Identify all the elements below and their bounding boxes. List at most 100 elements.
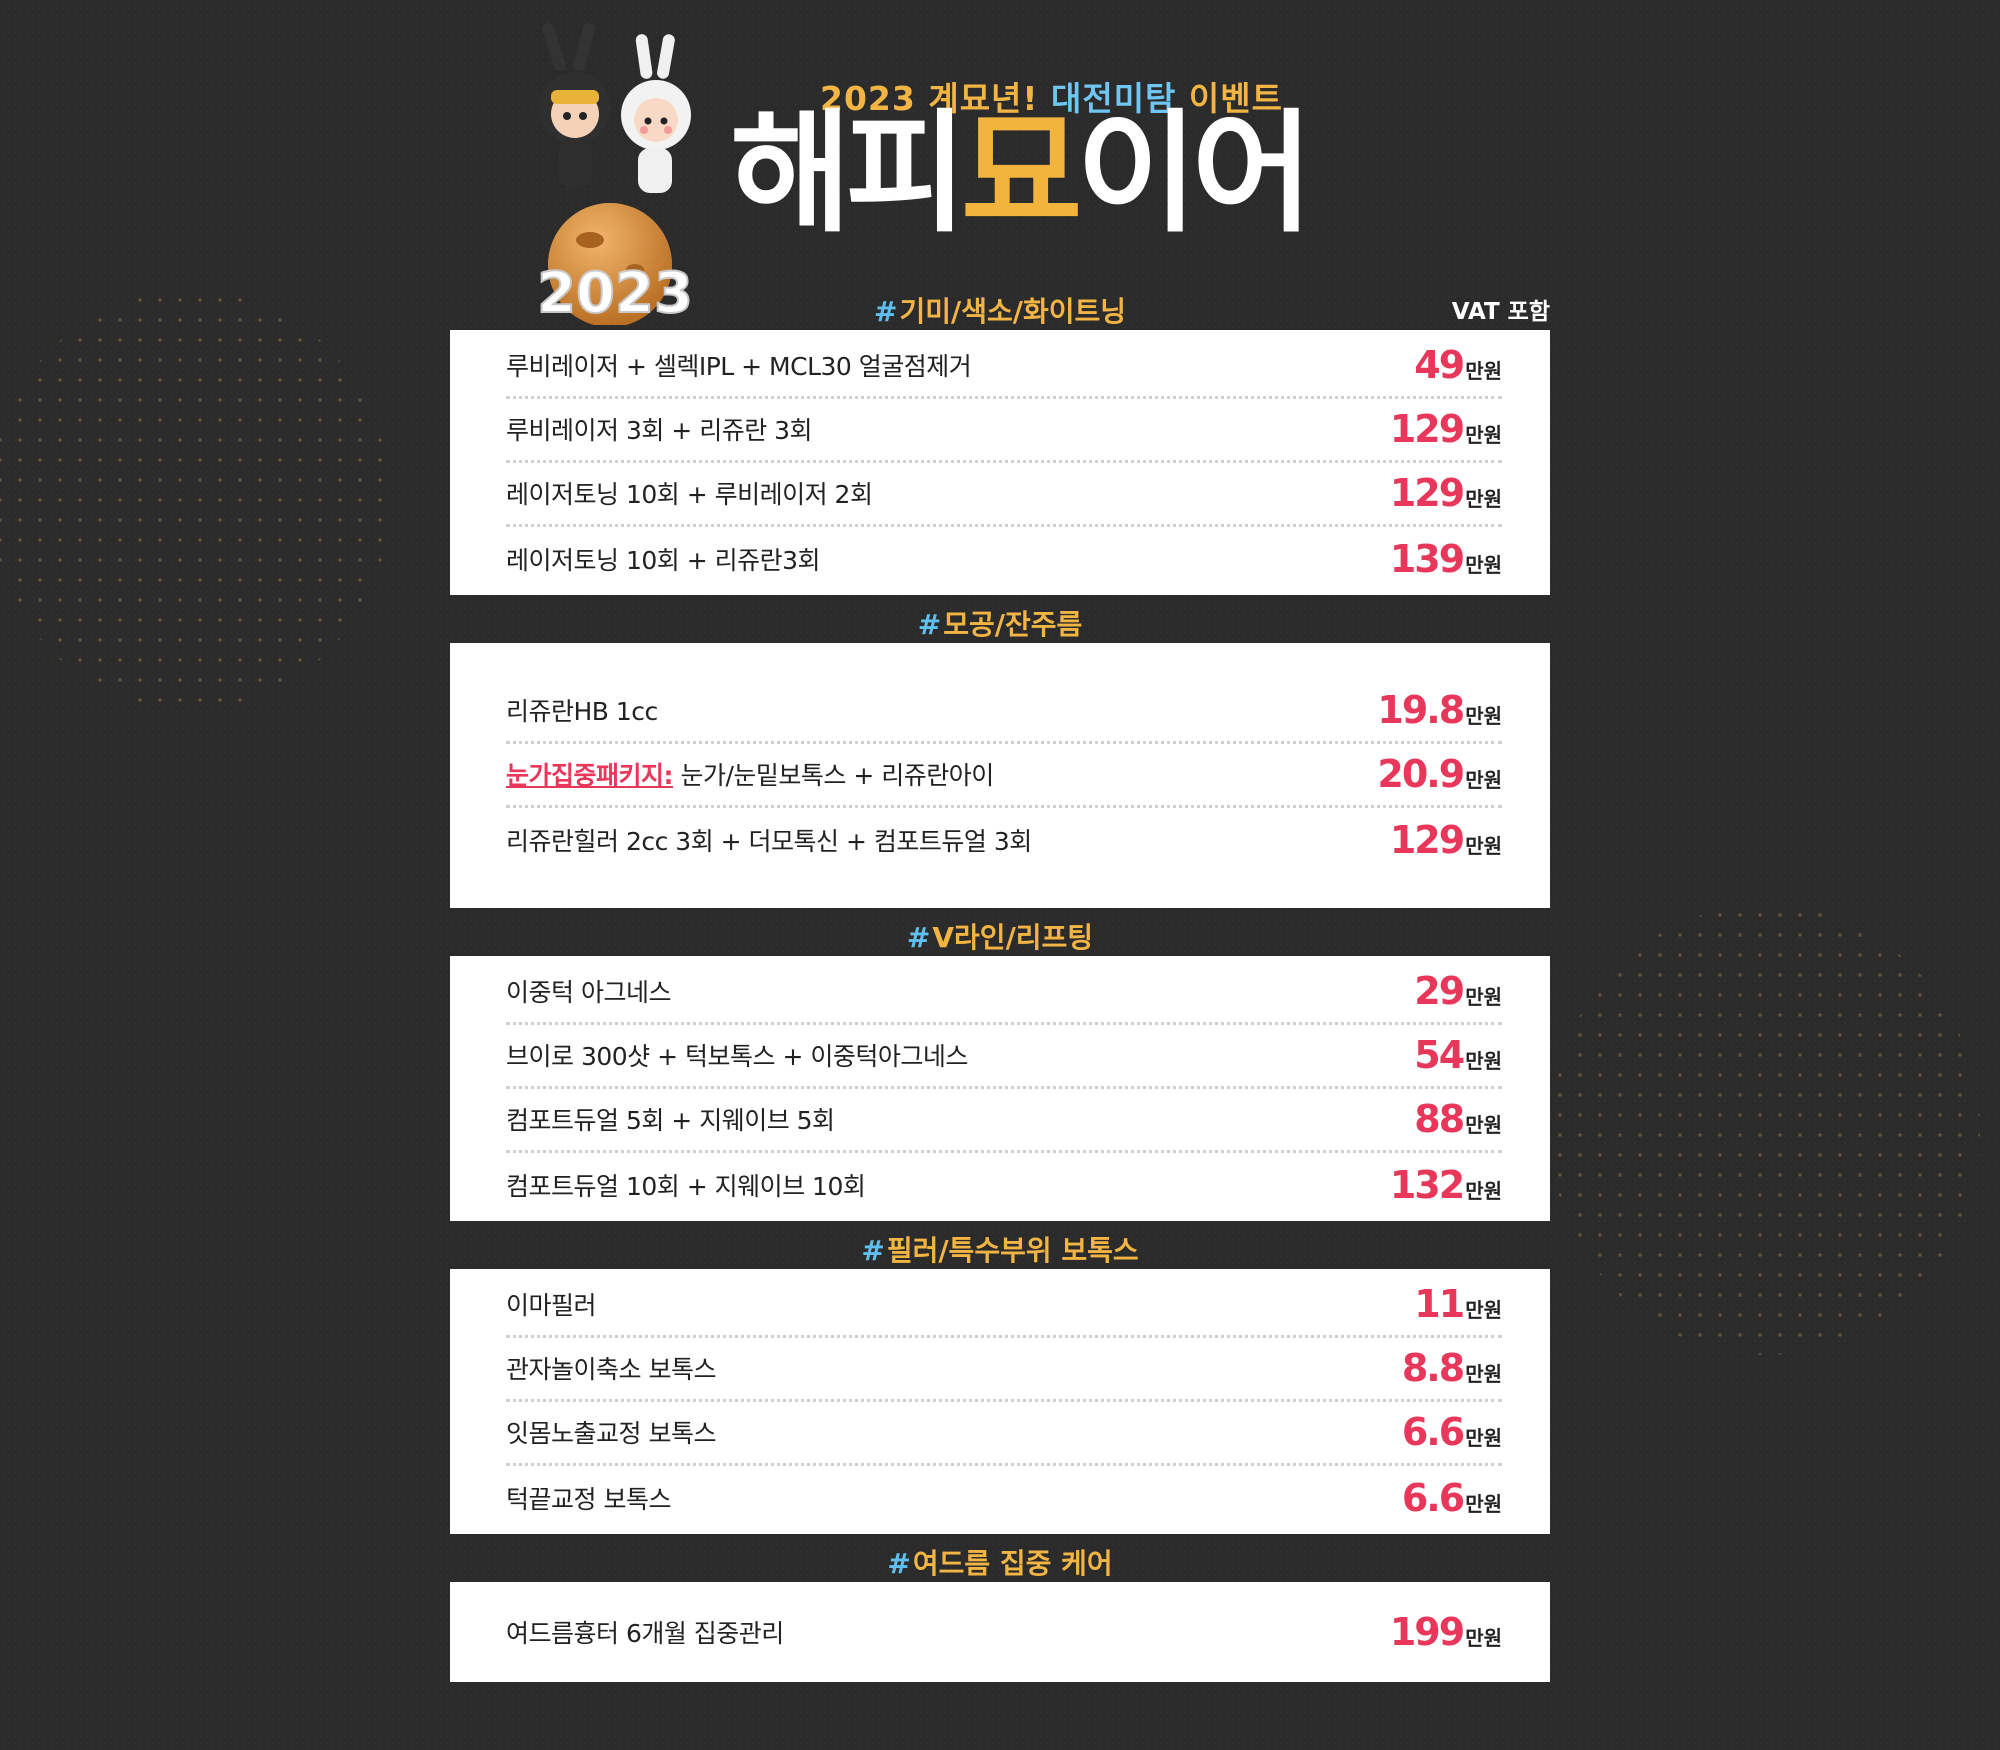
vat-note: VAT 포함: [1451, 299, 1550, 325]
item-price: 129 만원: [1390, 818, 1502, 862]
item-name-rest: 눈가/눈밑보톡스 + 리쥬란아이: [673, 761, 994, 790]
hash-icon: #: [873, 295, 898, 328]
list-item: 리쥬란HB 1cc 19.8 만원: [506, 680, 1502, 744]
price-value: 132: [1389, 1162, 1465, 1207]
section-label-acne-care: #여드름 집중 케어: [450, 1542, 1550, 1582]
list-item: 관자놀이축소 보톡스 8.8 만원: [506, 1338, 1502, 1402]
item-name: 루비레이저 3회 + 리쥬란 3회: [506, 416, 813, 445]
list-item: 여드름흉터 6개월 집중관리 199 만원: [506, 1600, 1502, 1664]
price-unit: 만원: [1465, 1113, 1502, 1137]
list-item: 레이저토닝 10회 + 루비레이저 2회 129 만원: [506, 463, 1502, 527]
item-price: 8.8 만원: [1402, 1346, 1502, 1390]
price-unit: 만원: [1465, 1426, 1502, 1450]
section-title: 여드름 집중 케어: [912, 1547, 1113, 1580]
page-title: 해피묘이어: [730, 108, 1313, 240]
section-label-pores-wrinkles: #모공/잔주름: [450, 603, 1550, 643]
list-item: 브이로 300샷 + 턱보톡스 + 이중턱아그네스 54 만원: [506, 1025, 1502, 1089]
price-unit: 만원: [1465, 1491, 1502, 1516]
price-unit: 만원: [1465, 1298, 1502, 1322]
list-item: 루비레이저 + 셀렉IPL + MCL30 얼굴점제거 49 만원: [506, 335, 1502, 399]
mascot-year-label: 2023: [537, 261, 693, 325]
price-value: 6.6: [1401, 1410, 1465, 1454]
section-title: V라인/리프팅: [932, 921, 1094, 954]
title-accent: 묘: [960, 97, 1082, 251]
item-price: 199 만원: [1390, 1610, 1502, 1654]
price-value: 20.9: [1377, 752, 1465, 796]
item-name: 브이로 300샷 + 턱보톡스 + 이중턱아그네스: [506, 1042, 968, 1071]
item-price: 29 만원: [1414, 969, 1502, 1013]
item-name: 관자놀이축소 보톡스: [506, 1355, 716, 1384]
price-unit: 만원: [1465, 985, 1502, 1009]
price-unit: 만원: [1465, 1626, 1502, 1650]
hash-icon: #: [861, 1234, 885, 1267]
section-label-filler-botox: #필러/특수부위 보톡스: [450, 1229, 1550, 1269]
price-panel-acne-care: 여드름흉터 6개월 집중관리 199 만원: [450, 1582, 1550, 1682]
item-name: 레이저토닝 10회 + 리쥬란3회: [506, 545, 821, 575]
price-panel-pores-wrinkles: 리쥬란HB 1cc 19.8 만원 눈가집중패키지: 눈가/눈밑보톡스 + 리쥬란아…: [450, 643, 1550, 908]
price-value: 6.6: [1401, 1475, 1465, 1520]
item-price: 6.6 만원: [1402, 1476, 1502, 1520]
price-unit: 만원: [1465, 552, 1502, 577]
price-value: 49: [1414, 343, 1465, 387]
price-panel-pigmentation: 루비레이저 + 셀렉IPL + MCL30 얼굴점제거 49 만원 루비레이저 3회…: [450, 330, 1550, 595]
item-name: 잇몸노출교정 보톡스: [506, 1419, 716, 1448]
item-name: 리쥬란HB 1cc: [506, 697, 658, 726]
list-item: 이마필러 11 만원: [506, 1274, 1502, 1338]
list-item: 컴포트듀얼 10회 + 지웨이브 10회 132 만원: [506, 1153, 1502, 1217]
price-unit: 만원: [1465, 833, 1502, 858]
subtitle-highlight: 대전미탐: [1050, 79, 1177, 118]
price-unit: 만원: [1465, 359, 1502, 383]
item-price: 20.9 만원: [1377, 752, 1502, 796]
item-price: 11 만원: [1414, 1282, 1502, 1326]
subtitle-suffix: 이벤트: [1188, 79, 1284, 118]
list-item: 컴포트듀얼 5회 + 지웨이브 5회 88 만원: [506, 1089, 1502, 1153]
item-name: 컴포트듀얼 10회 + 지웨이브 10회: [506, 1171, 866, 1201]
decorative-dot-circle-left: [0, 290, 390, 710]
price-unit: 만원: [1465, 1178, 1502, 1203]
decorative-dot-circle-right: [1550, 905, 1980, 1355]
price-unit: 만원: [1465, 704, 1502, 728]
price-unit: 만원: [1465, 768, 1502, 792]
hash-icon: #: [906, 921, 931, 954]
item-price: 19.8 만원: [1377, 688, 1502, 732]
section-label-pigmentation: #기미/색소/화이트닝: [450, 290, 1550, 330]
section-title: 기미/색소/화이트닝: [899, 295, 1126, 328]
item-price: 129 만원: [1390, 407, 1502, 451]
price-value: 199: [1389, 1610, 1465, 1654]
item-name: 레이저토닝 10회 + 루비레이저 2회: [506, 480, 873, 509]
item-name: 컴포트듀얼 5회 + 지웨이브 5회: [506, 1106, 835, 1135]
price-panel-filler-botox: 이마필러 11 만원 관자놀이축소 보톡스 8.8 만원 잇몸노출교정 보톡스 6.6 만원…: [450, 1269, 1550, 1534]
title-part1: 해피: [730, 97, 967, 251]
item-name: 이중턱 아그네스: [506, 978, 671, 1007]
list-item: 잇몸노출교정 보톡스 6.6 만원: [506, 1402, 1502, 1466]
item-name: 턱끝교정 보톡스: [506, 1484, 671, 1514]
item-price: 132 만원: [1390, 1163, 1502, 1207]
rabbit-mascot-illustration: 2023: [536, 22, 694, 325]
price-unit: 만원: [1465, 487, 1502, 511]
list-item: 눈가집중패키지: 눈가/눈밑보톡스 + 리쥬란아이 20.9 만원: [506, 744, 1502, 808]
price-unit: 만원: [1465, 1362, 1502, 1386]
section-title: 필러/특수부위 보톡스: [886, 1234, 1139, 1267]
price-value: 11: [1414, 1282, 1465, 1326]
item-price: 88 만원: [1414, 1097, 1502, 1141]
price-panel-vline-lifting: 이중턱 아그네스 29 만원 브이로 300샷 + 턱보톡스 + 이중턱아그네스 54…: [450, 956, 1550, 1221]
list-item: 이중턱 아그네스 29 만원: [506, 961, 1502, 1025]
package-highlight: 눈가집중패키지:: [506, 761, 674, 790]
price-value: 129: [1389, 817, 1465, 862]
price-value: 88: [1414, 1097, 1465, 1141]
hash-icon: #: [917, 608, 942, 641]
item-name: 눈가집중패키지: 눈가/눈밑보톡스 + 리쥬란아이: [506, 756, 994, 792]
item-name: 리쥬란힐러 2cc 3회 + 더모톡신 + 컴포트듀얼 3회: [506, 826, 1032, 856]
price-value: 54: [1414, 1033, 1465, 1077]
item-price: 49 만원: [1414, 343, 1502, 387]
price-value: 129: [1389, 471, 1465, 515]
subtitle-prefix: 2023 계묘년!: [820, 79, 1039, 118]
item-name: 여드름흉터 6개월 집중관리: [506, 1619, 784, 1648]
price-value: 8.8: [1401, 1346, 1465, 1390]
price-value: 129: [1389, 407, 1465, 451]
item-name: 루비레이저 + 셀렉IPL + MCL30 얼굴점제거: [506, 352, 972, 381]
list-item: 리쥬란힐러 2cc 3회 + 더모톡신 + 컴포트듀얼 3회 129 만원: [506, 808, 1502, 872]
item-price: 129 만원: [1390, 471, 1502, 515]
item-price: 54 만원: [1414, 1033, 1502, 1077]
item-price: 6.6 만원: [1402, 1410, 1502, 1454]
